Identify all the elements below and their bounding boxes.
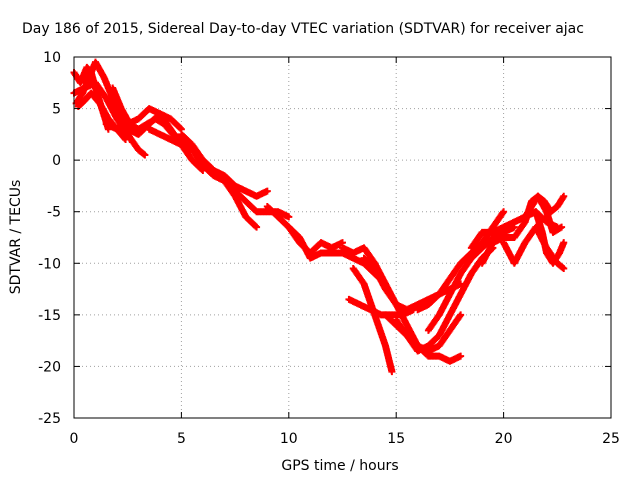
data-point bbox=[560, 239, 568, 247]
series-arc-15 bbox=[349, 264, 396, 376]
y-axis-label: SDTVAR / TECUs bbox=[8, 180, 24, 295]
x-axis-label: GPS time / hours bbox=[281, 458, 398, 474]
series-arc-7 bbox=[113, 110, 185, 138]
data-point bbox=[500, 208, 508, 216]
series-arc-11 bbox=[199, 156, 261, 231]
x-tick-label: 20 bbox=[495, 431, 513, 447]
series-arc-13 bbox=[285, 223, 389, 288]
data-point bbox=[560, 264, 568, 272]
data-point bbox=[141, 151, 149, 159]
x-tick-label: 5 bbox=[177, 431, 186, 447]
data-point bbox=[558, 223, 566, 231]
x-tick-label: 25 bbox=[602, 431, 620, 447]
y-tick-label: 0 bbox=[52, 153, 61, 169]
data-point bbox=[285, 213, 293, 221]
axis-ticks: 0 5 10 15 20 25 -25 -20 -15 -10 -5 0 5 10 bbox=[38, 50, 620, 447]
data-point bbox=[253, 223, 261, 231]
y-tick-label: -5 bbox=[47, 205, 61, 221]
data-point bbox=[560, 192, 568, 200]
data-point bbox=[122, 136, 130, 144]
series-arc-21 bbox=[424, 223, 518, 334]
data-point bbox=[263, 187, 271, 195]
series-arc-24 bbox=[500, 223, 568, 272]
x-tick-label: 0 bbox=[70, 431, 79, 447]
chart-title: Day 186 of 2015, Sidereal Day-to-day VTE… bbox=[22, 21, 584, 37]
x-tick-label: 10 bbox=[280, 431, 298, 447]
y-tick-label: -15 bbox=[38, 308, 61, 324]
x-tick-label: 15 bbox=[387, 431, 405, 447]
data-point bbox=[388, 368, 396, 376]
series-arc-25 bbox=[521, 192, 568, 221]
data-point bbox=[176, 124, 184, 132]
y-tick-label: -20 bbox=[38, 359, 61, 375]
data-point bbox=[457, 352, 465, 360]
series-arc-26 bbox=[532, 208, 568, 267]
data-point bbox=[457, 311, 465, 319]
y-tick-label: 5 bbox=[52, 102, 61, 118]
data-point bbox=[252, 222, 260, 230]
grid-lines bbox=[74, 57, 611, 418]
series-arc-9 bbox=[177, 130, 271, 200]
plot-frame bbox=[73, 56, 612, 419]
y-tick-label: -25 bbox=[38, 411, 61, 427]
y-tick-label: -10 bbox=[38, 256, 61, 272]
y-tick-label: 10 bbox=[43, 50, 61, 66]
data-points bbox=[70, 58, 568, 376]
